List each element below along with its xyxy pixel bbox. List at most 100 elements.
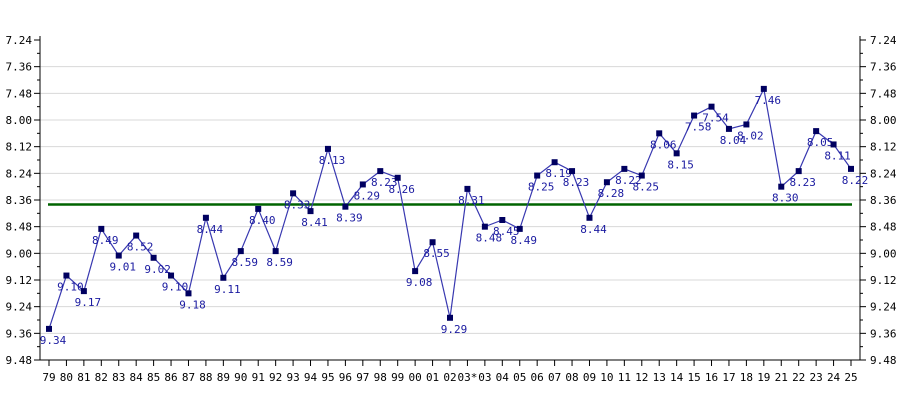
x-tick-label: 88 bbox=[199, 371, 212, 384]
data-label: 9.18 bbox=[179, 298, 206, 311]
data-point bbox=[447, 314, 453, 321]
x-tick-label: 02 bbox=[443, 371, 456, 384]
data-point bbox=[760, 85, 767, 92]
data-label: 9.10 bbox=[57, 281, 84, 294]
y-tick-label-right: 8.00 bbox=[870, 114, 897, 127]
data-label: 8.59 bbox=[232, 256, 259, 269]
data-label: 8.29 bbox=[354, 189, 381, 202]
data-point bbox=[429, 239, 436, 246]
y-tick-label-left: 8.12 bbox=[6, 141, 33, 154]
data-point bbox=[412, 268, 419, 275]
data-point bbox=[534, 172, 541, 179]
x-tick-label: 03 bbox=[478, 371, 491, 384]
data-point bbox=[115, 252, 122, 259]
y-tick-label-right: 9.48 bbox=[870, 354, 897, 367]
x-tick-label: 14 bbox=[670, 371, 684, 384]
data-label: 7.54 bbox=[702, 112, 729, 125]
data-point bbox=[778, 183, 785, 190]
data-label: 8.44 bbox=[580, 223, 607, 236]
x-tick-label: 23 bbox=[810, 371, 823, 384]
data-point bbox=[168, 272, 175, 279]
y-tick-label-right: 7.24 bbox=[870, 34, 897, 47]
x-tick-label: 91 bbox=[252, 371, 265, 384]
data-label: 8.44 bbox=[197, 223, 224, 236]
data-label: 9.11 bbox=[214, 283, 241, 296]
data-label: 9.10 bbox=[162, 281, 189, 294]
data-label: 8.40 bbox=[249, 214, 276, 227]
y-tick-label-right: 7.36 bbox=[870, 61, 897, 74]
x-tick-label: 17 bbox=[722, 371, 735, 384]
x-tick-label: 15 bbox=[687, 371, 700, 384]
data-label: 8.19 bbox=[545, 167, 572, 180]
y-tick-label-right: 8.36 bbox=[870, 194, 897, 207]
y-tick-label-left: 9.00 bbox=[6, 247, 33, 260]
data-point bbox=[516, 225, 523, 232]
data-point bbox=[621, 165, 628, 172]
x-tick-label: 98 bbox=[374, 371, 387, 384]
data-label: 7.58 bbox=[685, 121, 712, 134]
data-point bbox=[708, 103, 715, 110]
data-label: 8.52 bbox=[127, 241, 154, 254]
x-tick-label: 16 bbox=[705, 371, 718, 384]
data-label: 8.25 bbox=[528, 181, 555, 194]
data-label: 8.05 bbox=[807, 136, 834, 149]
x-tick-label: 92 bbox=[269, 371, 282, 384]
x-tick-label: 18 bbox=[740, 371, 753, 384]
x-tick-label: 95 bbox=[321, 371, 334, 384]
x-tick-label: 03* bbox=[457, 371, 477, 384]
y-tick-label-left: 8.24 bbox=[6, 167, 33, 180]
data-point bbox=[551, 159, 558, 166]
data-point bbox=[795, 168, 802, 175]
data-label: 8.41 bbox=[301, 216, 328, 229]
data-label: 8.02 bbox=[737, 129, 764, 142]
data-point bbox=[342, 203, 349, 210]
x-tick-label: 99 bbox=[391, 371, 404, 384]
data-label: 8.22 bbox=[842, 174, 869, 187]
x-tick-label: 07 bbox=[548, 371, 561, 384]
data-point bbox=[830, 141, 837, 148]
data-point bbox=[656, 130, 663, 137]
y-tick-label-left: 8.36 bbox=[6, 194, 33, 207]
data-label: 8.26 bbox=[388, 183, 415, 196]
data-point bbox=[725, 125, 732, 132]
x-tick-label: 25 bbox=[844, 371, 857, 384]
data-label: 9.01 bbox=[109, 261, 136, 274]
data-point bbox=[63, 272, 70, 279]
x-tick-label: 12 bbox=[635, 371, 648, 384]
data-point bbox=[743, 121, 750, 128]
x-tick-label: 86 bbox=[164, 371, 177, 384]
x-tick-label: 11 bbox=[618, 371, 631, 384]
data-label: 8.49 bbox=[92, 234, 119, 247]
x-tick-label: 01 bbox=[426, 371, 439, 384]
data-label: 8.22 bbox=[615, 174, 642, 187]
x-tick-label: 06 bbox=[531, 371, 544, 384]
data-point bbox=[237, 248, 244, 255]
data-point bbox=[359, 181, 366, 188]
data-label: 8.55 bbox=[423, 247, 450, 260]
data-point bbox=[290, 190, 297, 197]
x-tick-label: 21 bbox=[775, 371, 788, 384]
y-tick-label-right: 8.24 bbox=[870, 167, 897, 180]
data-label: 8.23 bbox=[371, 176, 398, 189]
y-tick-label-left: 9.48 bbox=[6, 354, 33, 367]
data-label: 8.59 bbox=[266, 256, 293, 269]
y-tick-label-left: 9.36 bbox=[6, 327, 33, 340]
data-point bbox=[499, 217, 506, 223]
data-point bbox=[307, 208, 314, 215]
y-tick-label-left: 9.12 bbox=[6, 274, 33, 287]
y-tick-label-right: 7.48 bbox=[870, 87, 897, 100]
data-point bbox=[150, 254, 157, 261]
x-tick-label: 89 bbox=[217, 371, 230, 384]
data-label: 8.15 bbox=[667, 158, 694, 171]
data-label: 9.17 bbox=[75, 296, 102, 309]
data-point bbox=[185, 290, 192, 297]
x-tick-label: 85 bbox=[147, 371, 160, 384]
data-point bbox=[394, 174, 401, 181]
y-tick-label-right: 8.12 bbox=[870, 141, 897, 154]
y-tick-label-left: 9.24 bbox=[6, 301, 33, 314]
x-tick-label: 97 bbox=[356, 371, 369, 384]
data-label: 8.28 bbox=[598, 187, 625, 200]
x-tick-label: 10 bbox=[600, 371, 613, 384]
data-point bbox=[481, 223, 488, 230]
